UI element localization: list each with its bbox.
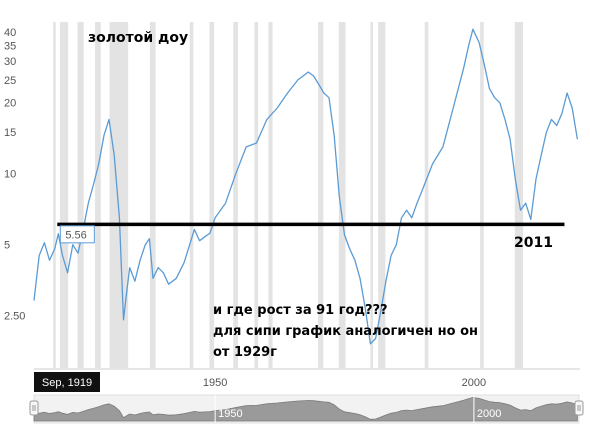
tooltip: 5.56 [59, 225, 95, 244]
recession-band [338, 22, 346, 368]
annotation-line-2: для сипи график аналогичен но он [213, 324, 478, 339]
navigator-handle-left[interactable] [29, 400, 39, 416]
recession-band [95, 22, 101, 368]
y-tick-label: 40 [4, 27, 16, 39]
recession-band [77, 22, 84, 368]
navigator-handle-right[interactable] [574, 400, 584, 416]
recession-band [370, 22, 373, 368]
recession-band [149, 22, 156, 368]
recession-band [378, 22, 386, 368]
y-tick-label: 20 [4, 98, 16, 110]
tooltip-value: 5.56 [65, 229, 86, 241]
chart-title: золотой доу [88, 30, 188, 46]
navigator-area [33, 397, 578, 422]
y-tick-label: 2.50 [4, 311, 25, 323]
y-tick-label: 5 [4, 240, 10, 252]
recession-band [109, 22, 129, 368]
cursor-date-box [34, 372, 100, 392]
recession-band [189, 22, 194, 368]
tooltip-box [59, 225, 95, 244]
recession-band [424, 22, 429, 368]
x-tick-label: 1950 [203, 377, 227, 389]
recession-band [59, 22, 69, 368]
navigator-tick-label: 2000 [477, 408, 501, 420]
navigator-ticks: 1950 2000 [214, 395, 501, 423]
annotation-2011: 2011 [514, 235, 553, 251]
y-tick-label: 25 [4, 75, 16, 87]
annotation-line-1: и где рост за 91 год??? [213, 303, 388, 318]
recession-band [254, 22, 259, 368]
recession-band [233, 22, 238, 368]
recession-band [480, 22, 484, 368]
cursor-date-label: Sep, 1919 [34, 372, 100, 392]
recession-band [53, 22, 56, 368]
recession-bands [53, 22, 524, 368]
y-tick-label: 15 [4, 127, 16, 139]
recession-band [514, 22, 524, 368]
x-axis: 1950 2000 [34, 368, 580, 389]
recession-band [209, 22, 215, 368]
recession-band [318, 22, 324, 368]
x-tick-label: 2000 [462, 377, 486, 389]
recession-band [268, 22, 273, 368]
navigator[interactable]: 1950 2000 [29, 394, 584, 424]
y-tick-label: 10 [4, 169, 16, 181]
cursor-date-text: Sep, 1919 [42, 377, 92, 389]
navigator-tick-label: 1950 [218, 408, 242, 420]
ratio-series-line[interactable] [33, 28, 579, 345]
annotation-line-3: от 1929г [213, 345, 277, 360]
y-tick-label: 35 [4, 40, 16, 52]
y-tick-label: 30 [4, 56, 16, 68]
